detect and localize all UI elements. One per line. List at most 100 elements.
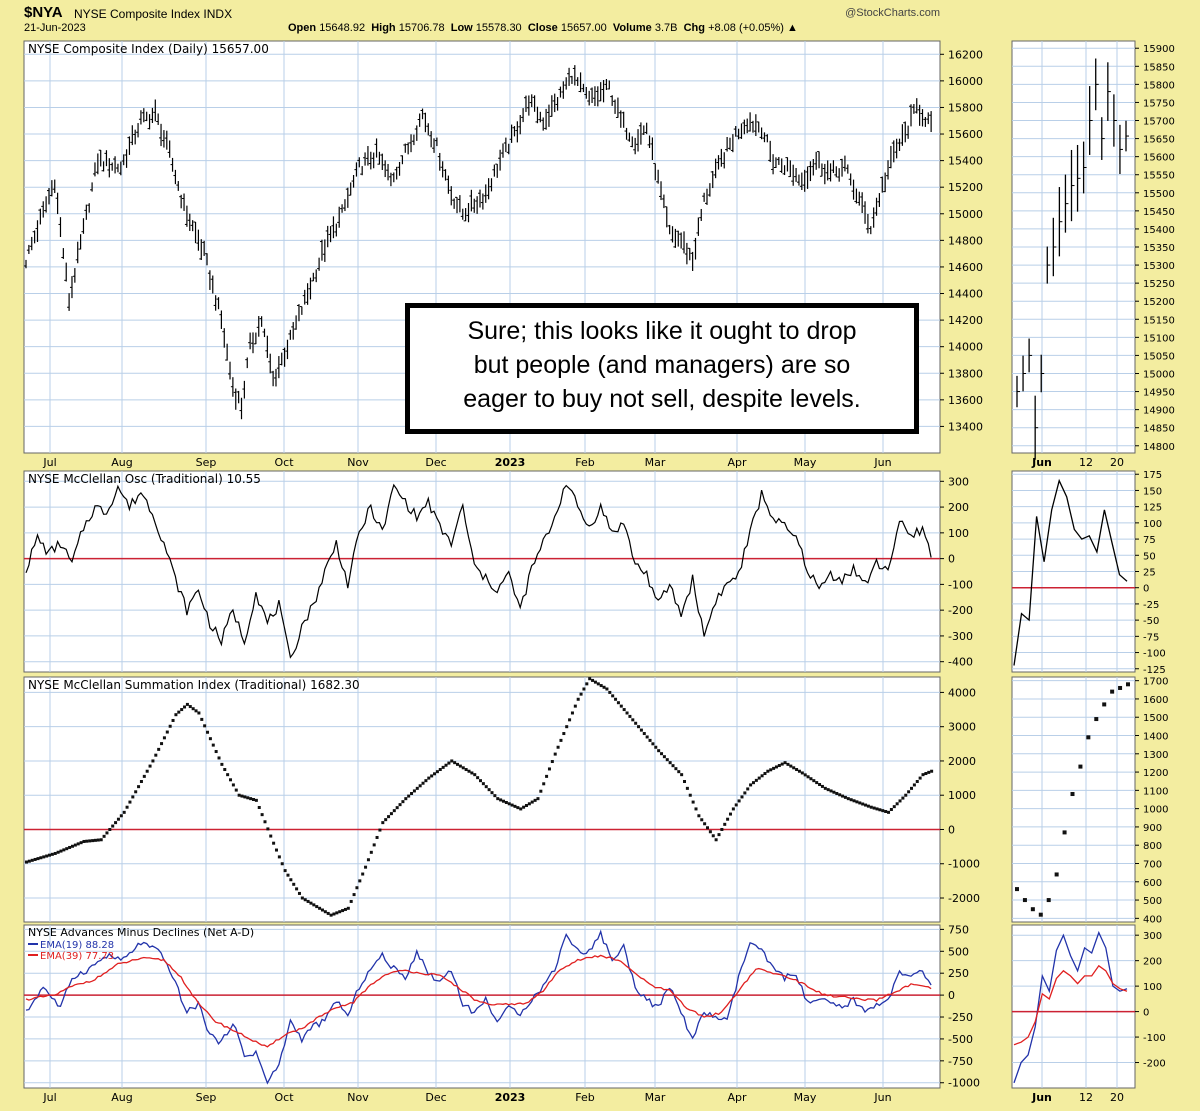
sum-point: [122, 810, 126, 814]
x-zoom-label-bottom: 12: [1079, 1091, 1093, 1104]
ad-zoom-y-tick-label: 0: [1143, 1008, 1149, 1019]
sum-point: [619, 704, 623, 708]
sum-point: [116, 817, 120, 821]
sum-point: [223, 768, 227, 772]
price-zoom-y-tick-label: 15600: [1143, 153, 1175, 164]
sum-point: [878, 808, 882, 812]
annotation-callout: Sure; this looks like it ought to drop b…: [405, 303, 919, 434]
ad-y-tick-label: 0: [948, 989, 955, 1002]
x-month-label-top: May: [794, 456, 817, 469]
sum-point: [372, 843, 376, 847]
sum-point: [858, 801, 862, 805]
sum-point: [700, 818, 704, 822]
ad-y-tick-label: 750: [948, 923, 969, 936]
sum-point: [694, 807, 698, 811]
osc-zoom-y-tick-label: 50: [1143, 551, 1156, 562]
osc-y-tick-label: -400: [948, 656, 973, 669]
sum-point: [395, 806, 399, 810]
sum-point: [286, 873, 290, 877]
sum-point: [114, 821, 118, 825]
price-y-tick-label: 13800: [948, 367, 983, 380]
sum-point: [898, 799, 902, 803]
sum-point: [352, 893, 356, 897]
sum-point: [490, 791, 494, 795]
price-zoom-y-tick-label: 15050: [1143, 351, 1175, 362]
ohlc-readout: Open 15648.92 High 15706.78 Low 15578.30…: [288, 22, 798, 34]
sum-point: [79, 841, 83, 845]
sum-point: [688, 793, 692, 797]
sum-point: [165, 730, 169, 734]
sum-point: [27, 859, 31, 863]
sum-zoom-point: [1022, 898, 1027, 903]
price-y-tick-label: 15800: [948, 101, 983, 114]
sum-point: [674, 767, 678, 771]
sum-point: [524, 803, 528, 807]
sum-point: [645, 735, 649, 739]
x-month-label-top: Jul: [42, 456, 56, 469]
osc-zoom-y-tick-label: -100: [1143, 649, 1166, 660]
sum-point: [927, 770, 931, 774]
sum-zoom-point: [1054, 872, 1059, 877]
sum-zoom-y-tick-label: 1700: [1143, 677, 1168, 688]
sum-point: [435, 770, 439, 774]
sum-point: [809, 777, 813, 781]
sum-point: [102, 834, 106, 838]
price-zoom-y-tick-label: 14950: [1143, 388, 1175, 399]
sum-point: [137, 785, 141, 789]
sum-point: [206, 730, 210, 734]
x-month-label-bottom: Jul: [42, 1091, 56, 1104]
sum-point: [657, 749, 661, 753]
sum-point: [211, 743, 215, 747]
osc-zoom-y-tick-label: -75: [1143, 632, 1159, 643]
brand-label: @StockCharts.com: [845, 7, 940, 19]
sum-point: [677, 770, 681, 774]
sum-point: [50, 852, 54, 856]
sum-point: [404, 797, 408, 801]
sum-point: [772, 766, 776, 770]
sum-zoom-y-tick-label: 500: [1143, 896, 1162, 907]
sum-point: [341, 909, 345, 913]
sum-point: [25, 860, 28, 864]
sum-point: [461, 766, 465, 770]
sum-point: [570, 711, 574, 715]
osc-panel-title: NYSE McClellan Osc (Traditional) 10.55: [28, 472, 261, 486]
sum-point: [599, 684, 603, 688]
sum-point: [180, 708, 184, 712]
price-y-tick-label: 14400: [948, 288, 983, 301]
sum-point: [628, 714, 632, 718]
price-panel-title: NYSE Composite Index (Daily) 15657.00: [28, 42, 269, 56]
sum-point: [139, 780, 143, 784]
sum-point: [447, 761, 451, 765]
sum-point: [154, 753, 158, 757]
price-zoom-y-tick-label: 14900: [1143, 406, 1175, 417]
sum-point: [160, 742, 164, 746]
price-zoom-y-tick-label: 15350: [1143, 243, 1175, 254]
sum-point: [872, 806, 876, 810]
sum-point: [398, 803, 402, 807]
sum-point: [194, 709, 198, 713]
sum-point: [481, 782, 485, 786]
sum-point: [62, 848, 66, 852]
sum-point: [806, 775, 810, 779]
sum-point: [188, 705, 192, 709]
sum-point: [257, 805, 261, 809]
osc-zoom-y-tick-label: 25: [1143, 568, 1156, 579]
sum-point: [458, 764, 462, 768]
sum-point: [47, 853, 51, 857]
sum-point: [869, 805, 873, 809]
sum-point: [171, 718, 175, 722]
sum-point: [542, 782, 546, 786]
osc-line: [25, 483, 932, 659]
sum-point: [240, 794, 244, 798]
sum-point: [65, 847, 69, 851]
sum-point: [605, 687, 609, 691]
sum-point: [266, 827, 270, 831]
x-month-label-top: Aug: [111, 456, 132, 469]
sum-point: [889, 807, 893, 811]
sum-point: [200, 717, 204, 721]
sum-point: [56, 850, 60, 854]
sum-point: [119, 814, 123, 818]
sum-point: [36, 857, 40, 861]
sum-point: [625, 711, 629, 715]
sum-point: [479, 779, 482, 783]
